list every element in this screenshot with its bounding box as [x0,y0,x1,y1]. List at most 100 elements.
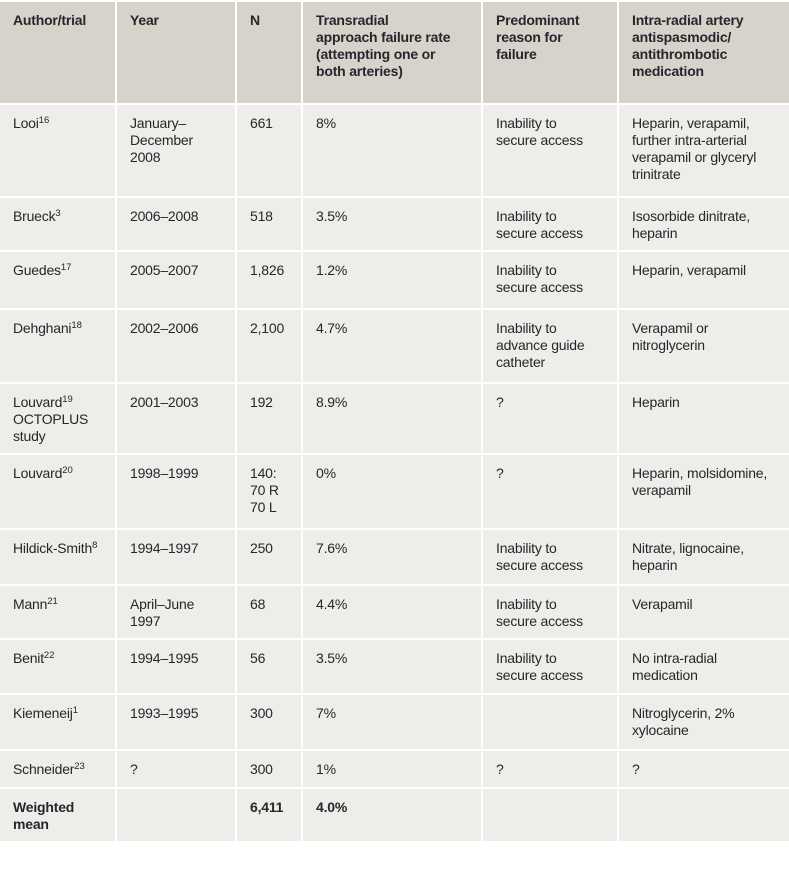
cell-year: 1998–1999 [117,455,237,530]
cell-author: Weighted mean [0,789,117,843]
table-row: Schneider23 ? 300 1% ? ? [0,751,789,789]
cell-author: Dehghani18 [0,310,117,384]
cell-year: 2002–2006 [117,310,237,384]
author-name: Brueck [13,208,56,224]
cell-author: Hildick-Smith8 [0,530,117,586]
cell-year: ? [117,751,237,789]
author-name: Benit [13,650,44,666]
cell-year: 2001–2003 [117,384,237,455]
cell-medication [619,789,789,843]
cell-n: 192 [237,384,303,455]
author-name: Schneider [13,761,75,777]
cell-n: 250 [237,530,303,586]
reference-superscript: 23 [74,761,85,772]
author-name: Weighted mean [13,799,75,832]
cell-year: 1994–1997 [117,530,237,586]
cell-reason: Inability to secure access [483,252,619,310]
cell-failure-rate: 1.2% [303,252,483,310]
author-name: Dehghani [13,320,72,336]
col-header-failure-rate: Transradial approach failure rate (attem… [303,2,483,105]
table-header: Author/trial Year N Transradial approach… [0,2,789,105]
study-table: Author/trial Year N Transradial approach… [0,2,789,843]
cell-failure-rate: 4.4% [303,586,483,640]
cell-year: January– December 2008 [117,105,237,198]
cell-failure-rate: 4.0% [303,789,483,843]
author-name: Louvard [13,394,63,410]
col-header-year: Year [117,2,237,105]
cell-author: Guedes17 [0,252,117,310]
reference-superscript: 8 [92,540,98,551]
reference-superscript: 20 [62,465,73,476]
cell-n: 1,826 [237,252,303,310]
cell-year [117,789,237,843]
table-row: Guedes17 2005–2007 1,826 1.2% Inability … [0,252,789,310]
cell-author: Louvard19 OCTOPLUS study [0,384,117,455]
cell-failure-rate: 8.9% [303,384,483,455]
cell-medication: ? [619,751,789,789]
cell-author: Benit22 [0,640,117,695]
cell-n: 300 [237,751,303,789]
table-row: Louvard19 OCTOPLUS study 2001–2003 192 8… [0,384,789,455]
cell-reason [483,695,619,751]
cell-failure-rate: 8% [303,105,483,198]
table-row: Kiemeneij1 1993–1995 300 7% Nitroglyceri… [0,695,789,751]
cell-reason: ? [483,455,619,530]
cell-medication: Nitrate, lignocaine, heparin [619,530,789,586]
cell-n: 56 [237,640,303,695]
author-name: Looi [13,115,39,131]
cell-year: April–June 1997 [117,586,237,640]
table-row: Brueck3 2006–2008 518 3.5% Inability to … [0,198,789,252]
reference-superscript: 19 [62,394,73,405]
cell-failure-rate: 7.6% [303,530,483,586]
reference-superscript: 16 [38,115,50,126]
author-name: Guedes [13,262,61,278]
cell-reason [483,789,619,843]
cell-medication: Verapamil or nitroglycerin [619,310,789,384]
reference-superscript: 21 [47,596,58,607]
cell-medication: Isosorbide dinitrate, heparin [619,198,789,252]
cell-n: 518 [237,198,303,252]
table-row: Hildick-Smith8 1994–1997 250 7.6% Inabil… [0,530,789,586]
cell-author: Looi16 [0,105,117,198]
reference-superscript: 17 [60,262,72,273]
cell-medication: No intra-radial medication [619,640,789,695]
table-row: Dehghani18 2002–2006 2,100 4.7% Inabilit… [0,310,789,384]
table-row: Louvard20 1998–1999 140: 70 R 70 L 0% ? … [0,455,789,530]
author-name: Kiemeneij [13,705,73,721]
reference-superscript: 1 [72,705,78,716]
cell-year: 2005–2007 [117,252,237,310]
cell-medication: Verapamil [619,586,789,640]
cell-n: 140: 70 R 70 L [237,455,303,530]
cell-reason: Inability to secure access [483,105,619,198]
col-header-medication: Intra-radial artery antispasmodic/ antit… [619,2,789,105]
cell-n: 68 [237,586,303,640]
cell-medication: Nitroglycerin, 2% xylocaine [619,695,789,751]
cell-failure-rate: 0% [303,455,483,530]
cell-author: Kiemeneij1 [0,695,117,751]
cell-author: Schneider23 [0,751,117,789]
cell-reason: Inability to secure access [483,586,619,640]
cell-failure-rate: 4.7% [303,310,483,384]
cell-n: 6,411 [237,789,303,843]
cell-medication: Heparin [619,384,789,455]
reference-superscript: 18 [71,320,82,331]
author-extra: OCTOPLUS study [13,411,89,444]
cell-year: 1993–1995 [117,695,237,751]
cell-failure-rate: 1% [303,751,483,789]
reference-superscript: 3 [55,208,61,219]
header-row: Author/trial Year N Transradial approach… [0,2,789,105]
cell-reason: ? [483,384,619,455]
table-row: Mann21 April–June 1997 68 4.4% Inability… [0,586,789,640]
cell-author: Louvard20 [0,455,117,530]
cell-medication: Heparin, molsidomine, verapamil [619,455,789,530]
cell-author: Mann21 [0,586,117,640]
reference-superscript: 22 [43,650,55,661]
cell-reason: Inability to advance guide catheter [483,310,619,384]
cell-n: 661 [237,105,303,198]
col-header-author: Author/trial [0,2,117,105]
author-name: Hildick-Smith [13,540,93,556]
cell-n: 300 [237,695,303,751]
cell-author: Brueck3 [0,198,117,252]
col-header-reason: Predominant reason for failure [483,2,619,105]
cell-n: 2,100 [237,310,303,384]
